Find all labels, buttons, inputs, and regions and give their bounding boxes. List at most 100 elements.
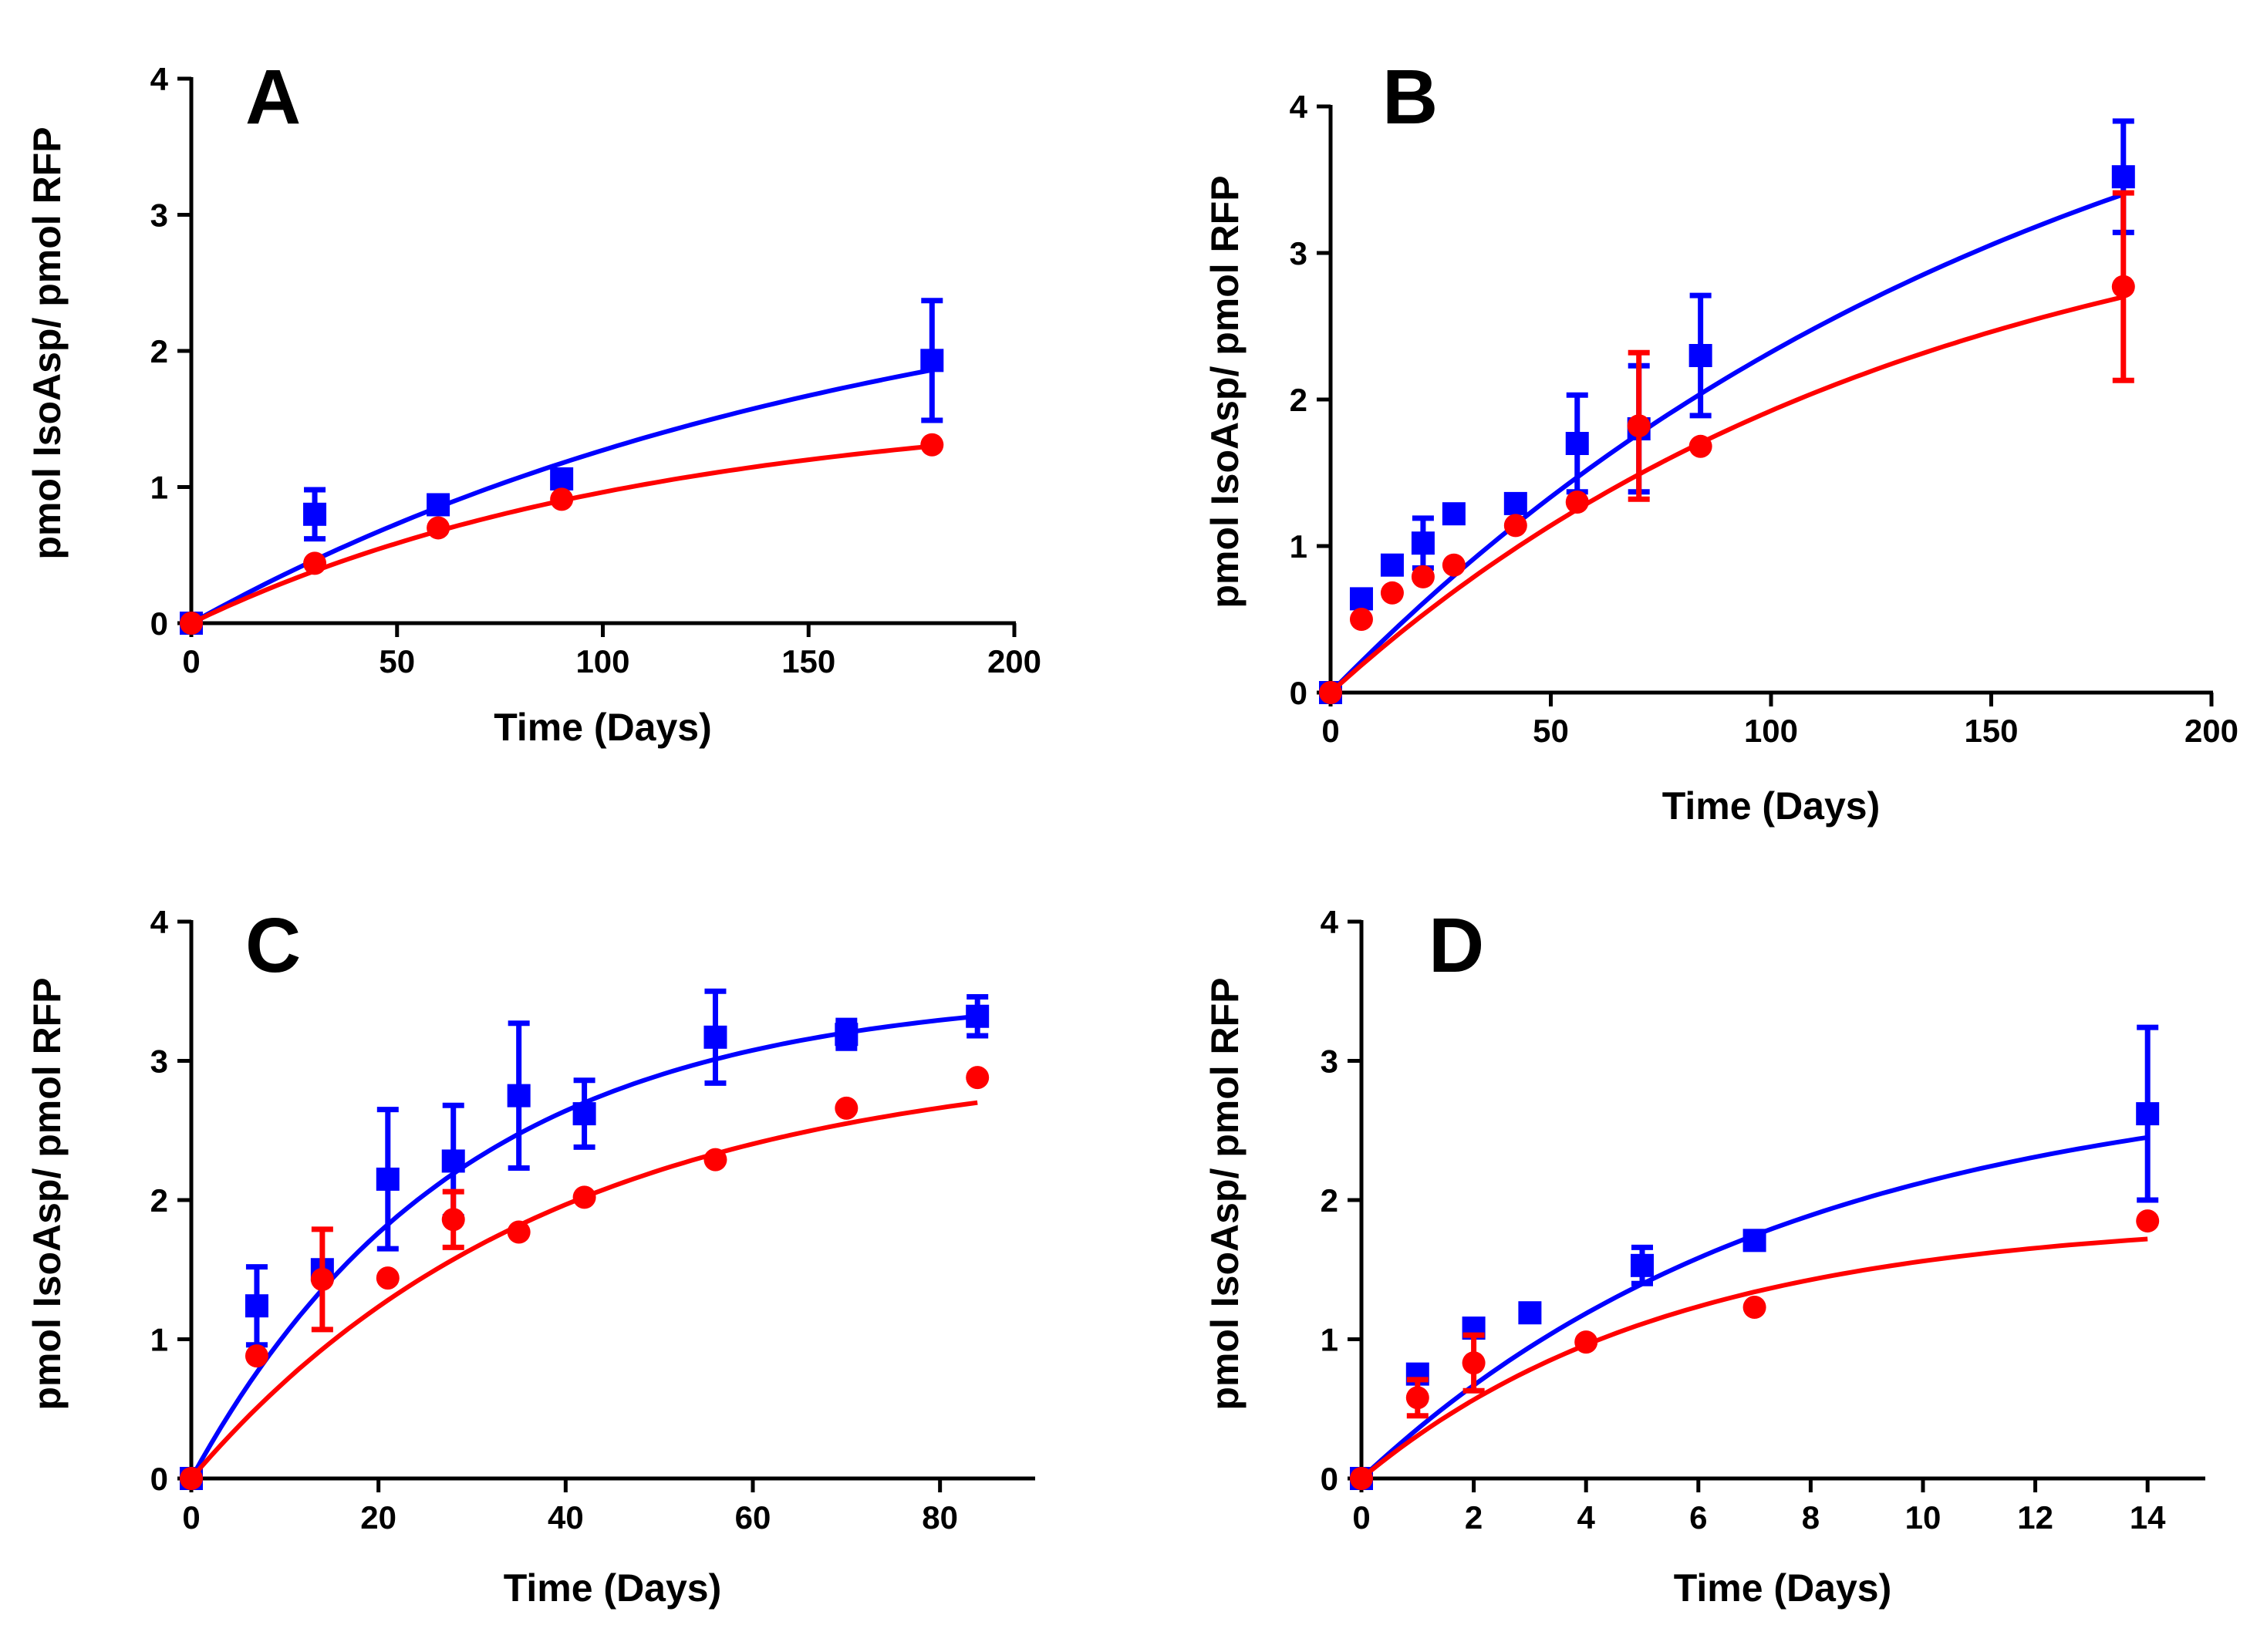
x-axis-title: Time (Days) (1662, 784, 1881, 828)
y-tick-label: 3 (1321, 1043, 1338, 1080)
data-point-square (1631, 1253, 1654, 1277)
x-tick-label: 0 (182, 643, 200, 679)
x-tick-label: 0 (1352, 1499, 1370, 1536)
y-tick-label: 4 (150, 904, 169, 940)
fit-curve-red (1328, 295, 2124, 695)
y-tick-label: 1 (150, 470, 168, 506)
series-red (180, 433, 944, 635)
data-point-circle (1742, 1295, 1766, 1319)
data-point-square (572, 1102, 596, 1126)
y-axis-title: pmol IsoAsp/ pmol RFP (1203, 175, 1247, 608)
data-point-square (2136, 1102, 2160, 1126)
data-point-circle (180, 612, 203, 635)
x-tick-label: 12 (2017, 1499, 2053, 1536)
series-blue (180, 298, 944, 635)
series-red (1319, 190, 2135, 704)
data-point-square (1349, 587, 1373, 611)
data-point-circle (835, 1096, 859, 1120)
data-point-circle (1565, 491, 1589, 514)
y-tick-label: 0 (1290, 675, 1307, 711)
data-point-square (1565, 432, 1589, 455)
x-tick-label: 10 (1905, 1499, 1941, 1536)
data-point-circle (245, 1344, 268, 1368)
panel-label: C (245, 902, 301, 989)
x-tick-label: 2 (1465, 1499, 1483, 1536)
y-tick-label: 1 (1290, 528, 1307, 565)
x-tick-label: 6 (1689, 1499, 1707, 1536)
data-point-square (1411, 531, 1435, 555)
data-point-circle (1405, 1386, 1429, 1410)
y-tick-label: 1 (150, 1322, 168, 1358)
fit-curve-red (1360, 1236, 2148, 1481)
data-point-circle (703, 1148, 727, 1172)
x-tick-label: 20 (360, 1499, 396, 1536)
y-axis-title: pmol IsoAsp/ pmol RFP (25, 977, 69, 1410)
y-tick-label: 2 (150, 1182, 168, 1219)
series-red (180, 1066, 990, 1490)
data-point-circle (1462, 1351, 1486, 1375)
panel-label: A (245, 54, 301, 140)
x-axis-title: Time (Days) (494, 706, 712, 749)
data-point-circle (376, 1266, 400, 1290)
data-point-circle (441, 1208, 465, 1232)
data-point-square (441, 1149, 465, 1173)
x-tick-label: 200 (2184, 713, 2238, 749)
data-point-circle (310, 1267, 334, 1291)
y-tick-label: 0 (150, 1461, 168, 1497)
y-tick-label: 3 (150, 1043, 168, 1080)
data-point-square (966, 1004, 990, 1028)
x-tick-label: 200 (987, 643, 1041, 679)
data-point-square (550, 467, 574, 491)
x-tick-label: 40 (548, 1499, 584, 1536)
x-tick-label: 50 (379, 643, 415, 679)
data-point-circle (550, 487, 574, 511)
data-point-square (1380, 553, 1404, 577)
x-tick-label: 60 (735, 1499, 771, 1536)
data-point-square (427, 493, 450, 517)
x-tick-label: 8 (1802, 1499, 1820, 1536)
panel-b: B 0 1 2 3 4 0 50 100 150 200 Time (Days) pmol IsoAsp… (1203, 54, 2238, 828)
x-tick-label: 150 (781, 643, 835, 679)
data-point-circle (427, 516, 450, 540)
y-tick-label: 1 (1321, 1322, 1338, 1358)
data-point-circle (507, 1220, 531, 1244)
y-tick-label: 4 (150, 61, 169, 97)
data-point-square (703, 1025, 727, 1049)
data-point-circle (1442, 553, 1466, 577)
data-point-circle (1627, 414, 1651, 438)
panel-label: D (1429, 902, 1484, 989)
x-axis-title: Time (Days) (504, 1566, 722, 1610)
x-tick-label: 100 (1744, 713, 1798, 749)
data-point-circle (1574, 1330, 1598, 1354)
y-tick-label: 3 (150, 197, 168, 234)
data-point-square (920, 349, 944, 373)
y-tick-label: 0 (1321, 1461, 1338, 1497)
x-tick-label: 4 (1577, 1499, 1596, 1536)
data-point-square (507, 1084, 531, 1108)
data-point-circle (1349, 608, 1373, 631)
x-tick-label: 50 (1533, 713, 1569, 749)
data-point-circle (920, 433, 944, 457)
data-point-square (303, 502, 327, 526)
fit-curve-red (189, 1100, 978, 1480)
y-tick-label: 3 (1290, 235, 1307, 271)
series-blue (180, 988, 990, 1490)
series-blue (1319, 118, 2135, 704)
data-point-square (1688, 344, 1712, 367)
y-tick-label: 0 (150, 605, 168, 642)
data-point-circle (1503, 514, 1527, 538)
series-blue (1350, 1024, 2160, 1490)
data-point-square (376, 1167, 400, 1191)
panel-label: B (1382, 54, 1438, 140)
x-tick-label: 100 (575, 643, 629, 679)
y-axis-title: pmol IsoAsp/ pmol RFP (25, 126, 69, 559)
x-tick-label: 0 (182, 1499, 200, 1536)
data-point-circle (1380, 581, 1404, 605)
data-point-circle (2136, 1209, 2160, 1233)
y-tick-label: 2 (1321, 1182, 1338, 1219)
x-tick-label: 150 (1964, 713, 2018, 749)
data-point-circle (1350, 1467, 1373, 1490)
data-point-square (1518, 1301, 1542, 1325)
panel-a: A 0 1 2 3 4 0 50 100 150 200 Time (Days) pmol IsoAsp… (25, 54, 1041, 749)
